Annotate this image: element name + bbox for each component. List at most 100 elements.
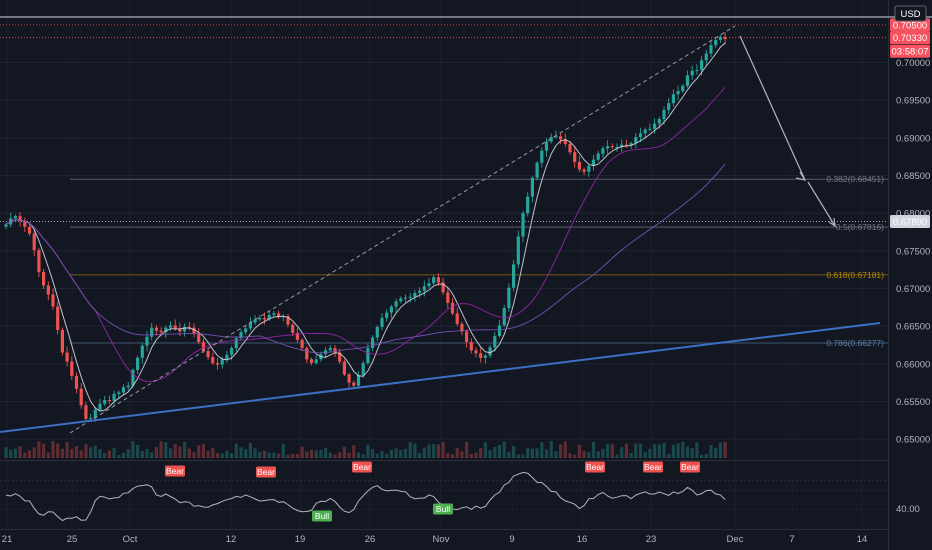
volume-bar — [389, 449, 393, 458]
volume-bar — [371, 448, 375, 458]
price-tag-label: 0.70330 — [893, 33, 927, 44]
candle-body — [32, 233, 36, 251]
volume-bar — [56, 443, 60, 458]
candle-body — [718, 36, 722, 40]
volume-bar — [126, 449, 130, 458]
volume-bar — [441, 442, 445, 458]
volume-bar — [23, 452, 27, 458]
moving-averages — [5, 42, 726, 412]
volume-bar — [718, 442, 722, 458]
candle-body — [497, 325, 502, 336]
candle-body — [375, 326, 379, 338]
volume-bar — [248, 442, 252, 458]
candle-body — [103, 399, 107, 404]
volume-bar — [446, 452, 450, 458]
volume-bar — [79, 450, 83, 458]
candle-body — [291, 324, 295, 333]
candle-body — [70, 361, 74, 376]
volume-bar — [187, 448, 191, 458]
candle-body — [126, 385, 130, 388]
candle-body — [573, 152, 577, 162]
volume-bar — [89, 447, 93, 458]
candle-body — [662, 109, 666, 120]
volume-bar — [192, 451, 196, 458]
currency-label[interactable]: USD — [900, 9, 920, 20]
candle-body — [723, 36, 727, 40]
time-tick: 9 — [509, 534, 514, 545]
bear-signal-label: Bear — [644, 462, 662, 472]
support-trendline — [0, 322, 881, 433]
candle-body — [333, 348, 337, 353]
candle-body — [606, 146, 610, 149]
candle-body — [140, 345, 144, 358]
volume-bar — [465, 441, 469, 458]
price-tick: 0.65500 — [896, 397, 930, 408]
price-tag-box — [890, 18, 930, 32]
candle-body — [281, 316, 285, 318]
candle-body — [530, 177, 534, 197]
fib-label: 0.618(0.67181) — [826, 270, 884, 280]
volume-bar — [239, 447, 243, 458]
time-tick: 14 — [857, 534, 868, 545]
candle-body — [295, 332, 299, 340]
volume-bar — [46, 452, 50, 458]
price-tags: 0.70500 0.70330 03:58:07 0.67890 — [890, 18, 930, 228]
candle-body — [601, 148, 605, 154]
volume-bars — [4, 441, 727, 458]
price-axis[interactable]: 0.70000 0.69500 0.69000 0.68500 0.68000 0.675… — [896, 58, 930, 446]
candle-body — [549, 137, 553, 142]
candles — [4, 32, 727, 422]
volume-bar — [526, 448, 530, 458]
candle-body — [385, 312, 389, 318]
volume-bar — [643, 452, 647, 458]
volume-bar — [671, 444, 675, 458]
volume-bar — [309, 449, 314, 458]
time-tick: 19 — [295, 534, 306, 545]
candle-body — [521, 213, 525, 237]
projection-arrow — [739, 35, 807, 181]
volume-bar — [154, 446, 158, 458]
candle-body — [13, 216, 17, 219]
candle-body — [455, 313, 459, 324]
volume-bar — [361, 454, 365, 458]
price-tag-box — [890, 31, 930, 45]
candle-body — [450, 302, 455, 314]
currency-label-box[interactable] — [894, 5, 927, 22]
candle-body — [427, 283, 431, 287]
volume-bar — [493, 446, 497, 458]
volume-bar — [634, 443, 638, 458]
time-tick: 16 — [577, 534, 588, 545]
moving-average-line — [5, 86, 726, 383]
price-tag-box — [890, 44, 930, 58]
volume-bar — [573, 454, 577, 458]
candle-body — [436, 277, 440, 283]
volume-bar — [9, 449, 13, 458]
candle-body — [136, 357, 140, 370]
volume-bar — [168, 448, 173, 458]
bear-signal-label: Bear — [353, 462, 371, 472]
fib-label: 0.786(0.66277) — [826, 338, 884, 348]
volume-bar — [704, 453, 708, 458]
candle-body — [469, 341, 473, 351]
volume-bar — [403, 448, 408, 458]
candle-body — [51, 294, 55, 307]
volume-bar — [709, 445, 713, 458]
bear-signal-box — [680, 461, 700, 473]
price-tag-label: 0.70500 — [893, 20, 927, 31]
channel-line — [69, 25, 736, 434]
volume-bar — [27, 450, 32, 458]
candle-body — [709, 45, 713, 54]
candle-body — [526, 196, 530, 214]
bull-signal-box — [312, 510, 332, 522]
volume-bar — [150, 452, 154, 458]
indicator-tick: 40.00 — [896, 504, 920, 515]
time-axis[interactable]: 21 25 Oct 12 19 26 Nov 9 16 23 Dec 7 14 — [2, 534, 868, 545]
candle-body — [568, 143, 572, 153]
currency-label-group[interactable]: USD — [894, 5, 927, 22]
volume-bar — [483, 442, 487, 458]
candle-body — [27, 226, 32, 234]
candle-body — [432, 277, 436, 284]
volume-bar — [450, 454, 455, 458]
bear-signal-label: Bear — [257, 467, 275, 477]
